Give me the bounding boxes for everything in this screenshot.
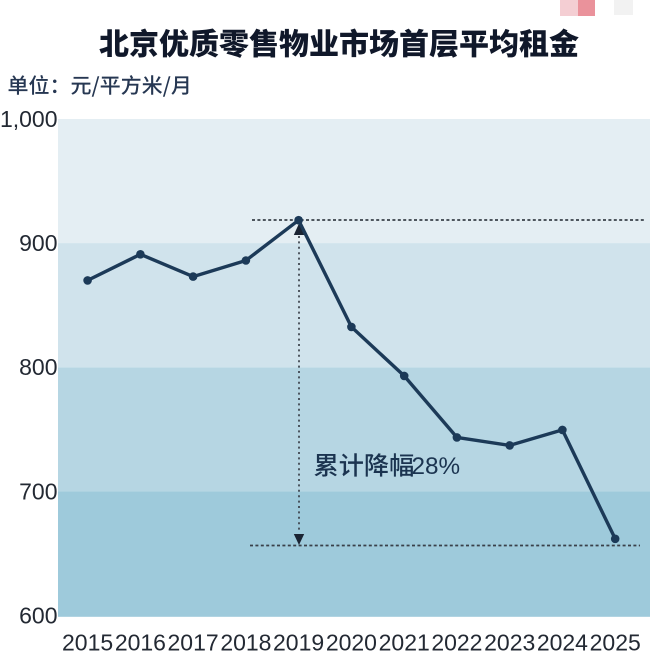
svg-text:700: 700 <box>19 478 57 504</box>
svg-text:600: 600 <box>19 603 57 629</box>
svg-text:2025: 2025 <box>590 630 641 656</box>
svg-text:2024: 2024 <box>537 630 588 656</box>
svg-text:2019: 2019 <box>273 630 324 656</box>
svg-text:2023: 2023 <box>484 630 535 656</box>
svg-text:28%: 28% <box>412 453 461 480</box>
svg-text:2021: 2021 <box>379 630 430 656</box>
svg-text:2018: 2018 <box>220 630 271 656</box>
svg-text:800: 800 <box>19 354 57 380</box>
svg-text:1,000: 1,000 <box>0 106 58 132</box>
svg-text:2015: 2015 <box>62 630 113 656</box>
svg-text:2022: 2022 <box>431 630 482 656</box>
svg-text:2017: 2017 <box>168 630 219 656</box>
svg-text:2016: 2016 <box>115 630 166 656</box>
svg-text:900: 900 <box>19 230 57 256</box>
svg-text:2020: 2020 <box>326 630 377 656</box>
